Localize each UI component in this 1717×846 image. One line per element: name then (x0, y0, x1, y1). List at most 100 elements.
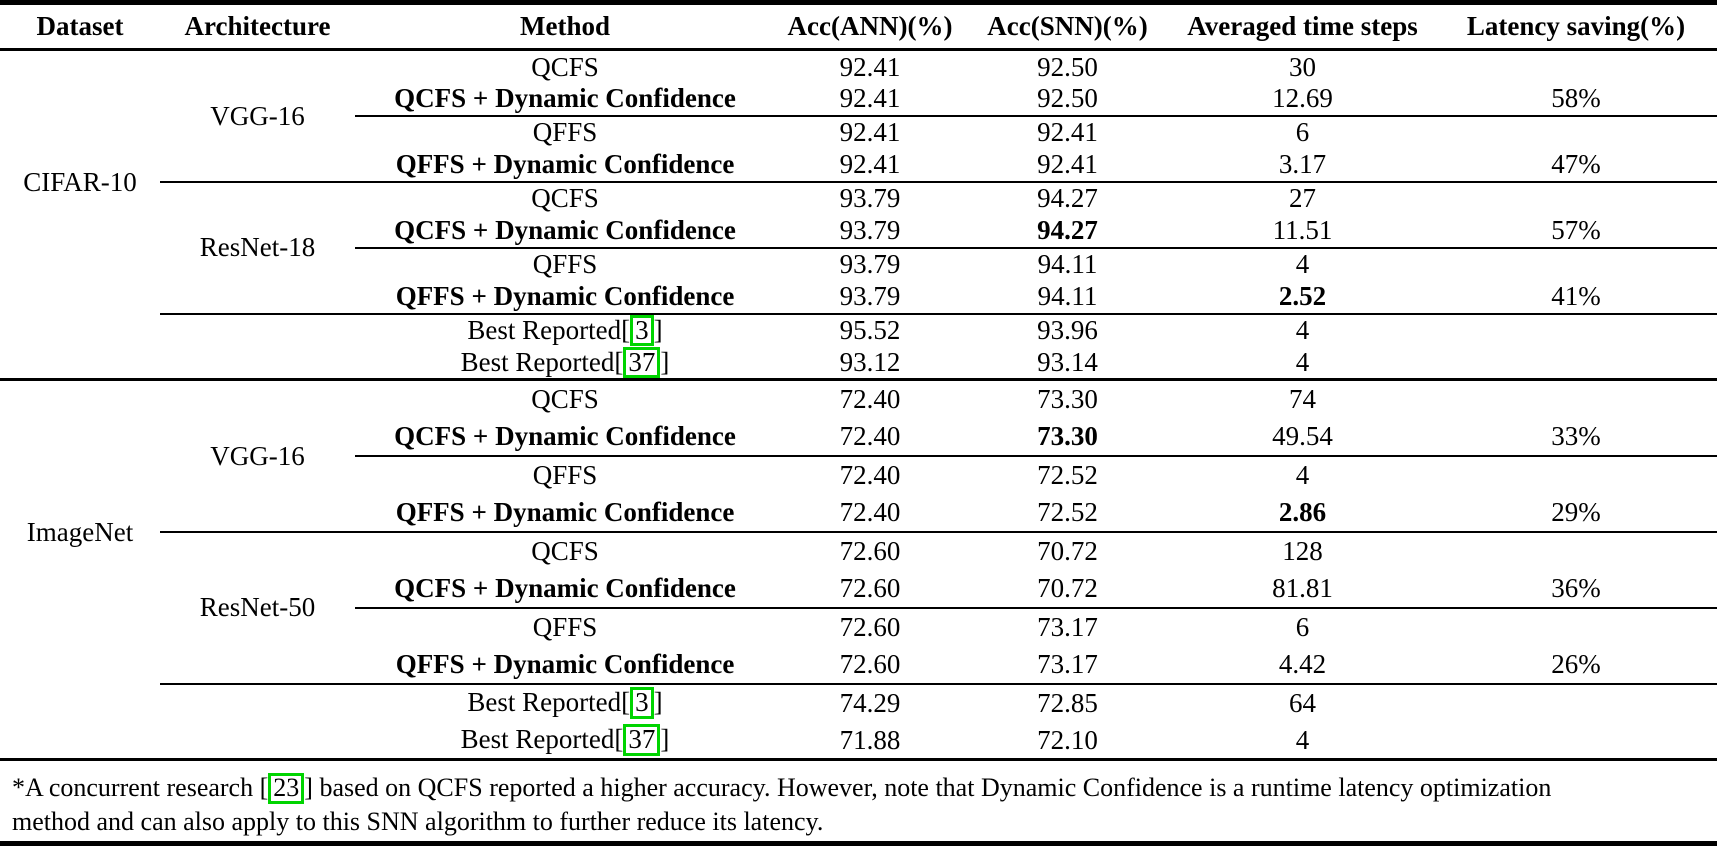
dataset-cell (0, 314, 160, 347)
time-steps-cell: 6 (1295, 611, 1310, 642)
method-cell: Best Reported[37] (355, 721, 775, 762)
latency-saving-cell (1435, 456, 1717, 494)
time-steps-cell: 4 (1170, 721, 1435, 762)
method-cell: QFFS + Dynamic Confidence (355, 493, 775, 533)
table-row: ImageNet VGG-16 QCFS 72.40 73.30 74 (0, 379, 1717, 546)
table-row: QFFS 72.60 73.17 6 (0, 608, 1717, 646)
method-label: Best Reported (467, 687, 622, 718)
acc-ann-cell: 92.41 (839, 51, 901, 82)
acc-snn-cell: 92.41 (1037, 117, 1098, 148)
acc-snn-cell: 93.96 (1037, 315, 1098, 346)
bracket: ] (653, 687, 663, 718)
bracket: [ (621, 314, 631, 345)
time-steps-cell: 4 (1295, 315, 1310, 346)
method-cell: QCFS + Dynamic Confidence (355, 82, 775, 117)
acc-snn-cell: 72.52 (1037, 459, 1098, 490)
results-table: Dataset Architecture Method Acc(ANN)(%) … (0, 0, 1717, 762)
table-row: QFFS + Dynamic Confidence 92.41 92.41 3.… (0, 148, 1717, 183)
citation-link[interactable]: 3 (630, 314, 654, 347)
acc-ann-cell: 92.41 (775, 82, 965, 117)
dataset-cell: CIFAR-10 (23, 167, 137, 198)
time-steps-cell: 27 (1289, 183, 1316, 214)
acc-snn-cell: 70.72 (965, 569, 1170, 609)
latency-saving-cell (1435, 684, 1717, 722)
acc-snn-cell: 73.30 (1037, 384, 1098, 415)
acc-snn-cell: 94.11 (965, 280, 1170, 315)
table-row: QCFS + Dynamic Confidence 72.60 70.72 81… (0, 569, 1717, 609)
header-acc-snn: Acc(SNN)(%) (965, 2, 1170, 51)
latency-saving-cell: 58% (1435, 82, 1717, 117)
latency-saving-cell: 36% (1435, 569, 1717, 609)
header-method: Method (355, 2, 775, 51)
acc-snn-cell: 92.41 (965, 148, 1170, 183)
dataset-cell (0, 346, 160, 382)
table-row: QFFS + Dynamic Confidence 72.40 72.52 2.… (0, 493, 1717, 533)
table-row: QFFS + Dynamic Confidence 93.79 94.11 2.… (0, 280, 1717, 315)
table-row: ResNet-18 QCFS 93.79 94.27 27 (0, 181, 1717, 315)
acc-snn-cell: 92.50 (1037, 51, 1098, 82)
architecture-cell (160, 721, 355, 762)
time-steps-cell: 4 (1295, 459, 1310, 490)
time-steps-cell: 4 (1170, 346, 1435, 382)
method-label: Best Reported (467, 314, 622, 345)
method-label: Best Reported (460, 346, 615, 377)
method-label: Best Reported (460, 724, 615, 755)
time-steps-cell: 4 (1295, 249, 1310, 280)
time-steps-cell: 64 (1289, 687, 1316, 718)
table-row: QCFS + Dynamic Confidence 93.79 94.27 11… (0, 214, 1717, 249)
citation-link[interactable]: 37 (623, 724, 661, 756)
latency-saving-cell: 57% (1435, 214, 1717, 249)
latency-saving-cell: 41% (1435, 280, 1717, 315)
citation-link[interactable]: 23 (268, 773, 305, 804)
table-row: ResNet-50 QCFS 72.60 70.72 128 (0, 531, 1717, 685)
time-steps-cell: 11.51 (1170, 214, 1435, 249)
time-steps-cell: 2.52 (1170, 280, 1435, 315)
method-cell: QCFS (531, 183, 599, 214)
bracket: ] (304, 773, 313, 803)
architecture-cell (160, 346, 355, 382)
table-row: QFFS + Dynamic Confidence 72.60 73.17 4.… (0, 645, 1717, 685)
acc-snn-cell: 92.50 (965, 82, 1170, 117)
footnote-text: based on QCFS reported a higher accuracy… (312, 773, 1552, 803)
latency-saving-cell: 47% (1435, 148, 1717, 183)
acc-ann-cell: 72.40 (775, 417, 965, 457)
citation-link[interactable]: 3 (630, 687, 654, 719)
header-architecture: Architecture (160, 2, 355, 51)
header-acc-ann: Acc(ANN)(%) (775, 2, 965, 51)
latency-saving-cell (1435, 248, 1717, 281)
bracket: [ (259, 773, 269, 803)
acc-ann-cell: 71.88 (775, 721, 965, 762)
header-row: Dataset Architecture Method Acc(ANN)(%) … (0, 2, 1717, 51)
architecture-cell: ResNet-18 (160, 181, 355, 315)
acc-ann-cell: 93.12 (775, 346, 965, 382)
citation-link[interactable]: 37 (623, 346, 661, 377)
bracket: ] (660, 346, 670, 377)
method-cell: QFFS + Dynamic Confidence (355, 645, 775, 685)
acc-ann-cell: 93.79 (839, 249, 901, 280)
latency-saving-cell (1435, 50, 1717, 83)
method-cell: Best Reported[3] (355, 314, 775, 347)
acc-ann-cell: 72.60 (839, 535, 901, 566)
acc-ann-cell: 72.40 (839, 459, 901, 490)
dataset-cell (0, 684, 160, 722)
table-bottom-rule (0, 841, 1717, 846)
acc-ann-cell: 93.79 (839, 183, 901, 214)
table-row: QCFS + Dynamic Confidence 92.41 92.50 12… (0, 82, 1717, 117)
bracket: ] (653, 314, 663, 345)
table-row: Best Reported[37] 71.88 72.10 4 (0, 721, 1717, 762)
time-steps-cell: 2.86 (1170, 493, 1435, 533)
footnote-line-2: method and can also apply to this SNN al… (12, 806, 824, 836)
time-steps-cell: 81.81 (1170, 569, 1435, 609)
latency-saving-cell (1435, 721, 1717, 762)
time-steps-cell: 3.17 (1170, 148, 1435, 183)
time-steps-cell: 49.54 (1170, 417, 1435, 457)
architecture-cell (160, 684, 355, 722)
architecture-cell (160, 314, 355, 347)
acc-ann-cell: 92.41 (775, 148, 965, 183)
latency-saving-cell (1435, 380, 1717, 418)
acc-snn-cell: 94.27 (1037, 183, 1098, 214)
acc-ann-cell: 93.79 (775, 214, 965, 249)
dataset-cell: ImageNet (26, 517, 134, 548)
latency-saving-cell (1435, 346, 1717, 382)
latency-saving-cell (1435, 116, 1717, 149)
